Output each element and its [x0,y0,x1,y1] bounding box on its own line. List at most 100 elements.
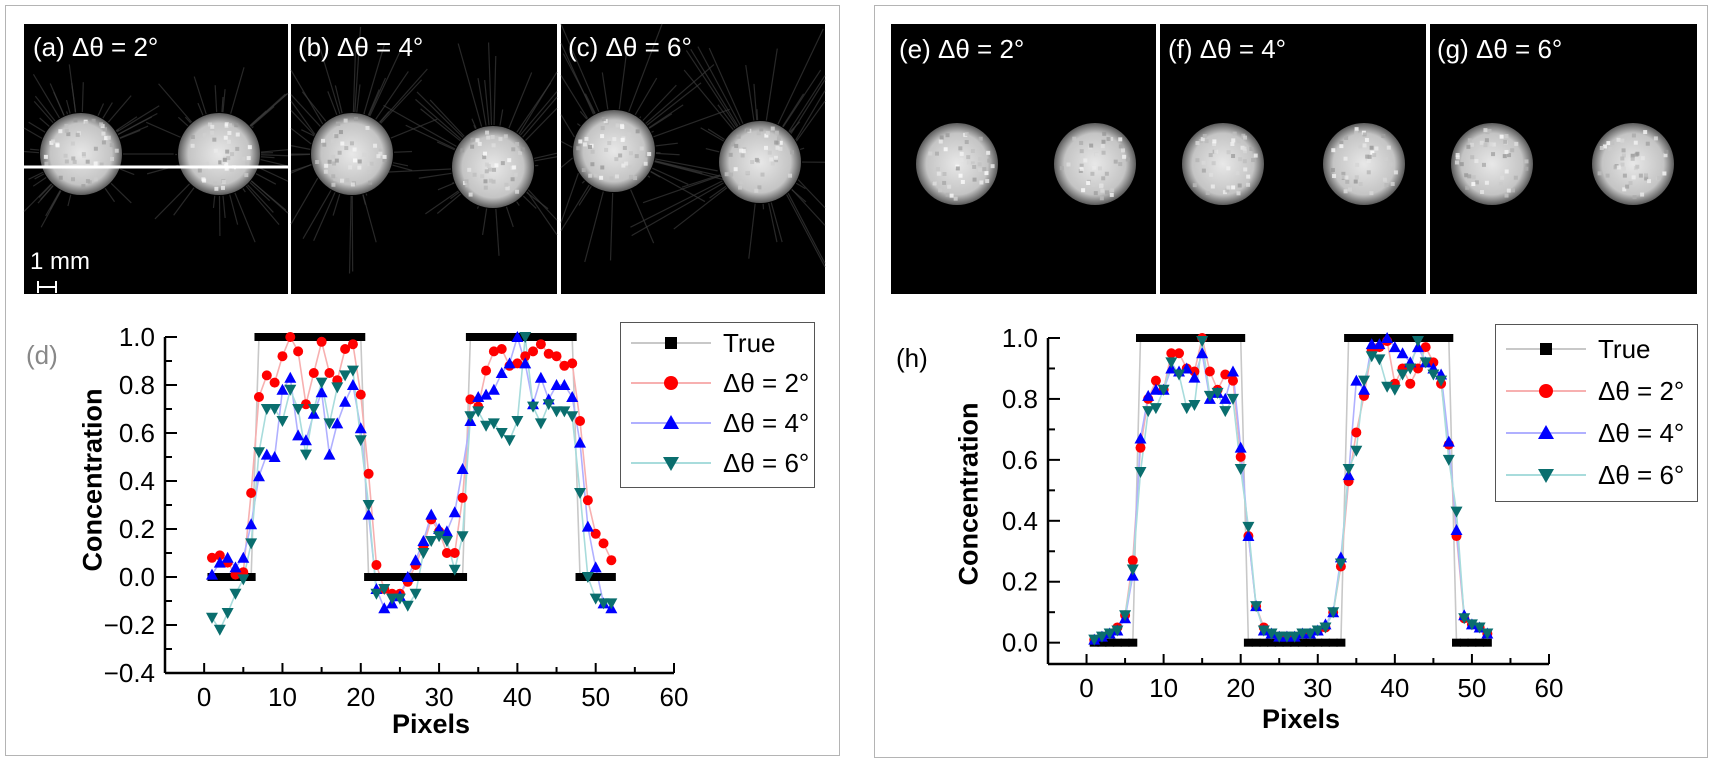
true-marker [1274,638,1284,647]
d4-marker [1242,530,1255,542]
speckle [467,167,472,172]
streak-artifact [499,109,504,126]
streak-artifact [639,116,642,119]
speckle [190,135,195,140]
speckle [213,181,218,186]
true-marker [1159,334,1169,342]
d6-marker [417,548,430,559]
speckle [460,148,465,153]
panel-label-a: (a) Δθ = 2° [33,32,159,62]
d6-marker [1242,521,1255,533]
speckle [1470,155,1475,160]
speckle [1499,134,1504,139]
true-marker [1421,334,1431,342]
streak-artifact [250,106,275,128]
speckle [1608,146,1613,151]
streak-artifact [756,109,759,121]
true-marker [262,333,272,341]
speckle [1485,130,1490,135]
d2-marker [567,358,578,369]
streak-artifact [214,85,218,113]
speckle [733,167,738,172]
speckle [731,142,736,147]
speckle [378,148,383,153]
speckle [337,150,342,155]
speckle [1232,131,1237,136]
d6-marker [393,593,406,605]
speckle [350,182,355,187]
d6-marker [1442,454,1455,466]
true-marker [301,333,311,341]
d6-marker [339,370,352,382]
speckle [505,186,510,191]
d2-marker [512,358,523,369]
d2-marker [535,339,546,350]
streak-artifact [748,203,756,259]
speckle [1605,173,1610,178]
legend-item-d2: Δθ = 2° [1496,371,1684,411]
streak-artifact [28,171,44,180]
speckle [1644,176,1649,181]
speckle [1358,144,1363,149]
speckle [85,179,90,184]
streak-artifact [116,105,160,133]
speckle [1616,165,1621,170]
true-marker [497,333,507,341]
speckle [612,137,617,142]
phantom-disc [916,123,998,205]
true-marker [1228,334,1238,342]
speckle [315,160,320,165]
d6-marker [1327,607,1340,619]
speckle [1212,141,1217,146]
speckle [581,168,586,173]
speckle [207,122,212,127]
d4-marker [456,463,469,474]
streak-artifact [38,183,53,198]
speckle [1480,190,1485,195]
streak-artifact [795,182,806,190]
true-marker [1259,638,1269,647]
legend-item-d2: Δθ = 2° [621,363,809,403]
streak-artifact [630,180,723,228]
speckle [1364,138,1369,143]
d6-marker [534,418,547,430]
speckle [588,173,593,178]
y-tick-label: 0.6 [1002,445,1038,475]
legend-item-true: True [1496,329,1651,369]
speckle [958,173,963,178]
speckle [1195,158,1200,163]
streak-artifact [777,28,824,125]
speckle [101,140,106,145]
speckle [618,153,623,158]
d2-marker [363,468,374,479]
d6-marker [1342,464,1355,476]
d6-marker [284,384,297,396]
speckle [1369,191,1374,196]
speckle [776,136,781,141]
speckle [1631,175,1636,180]
streak-artifact [65,99,71,114]
speckle [1466,144,1471,149]
speckle [367,162,372,167]
speckle [1630,153,1635,158]
speckle [778,140,783,145]
speckle [1246,182,1251,187]
legend-d: True Δθ = 2° Δθ = 4° Δθ = 6° [620,322,815,488]
speckle [352,147,357,152]
d6-marker [440,536,453,547]
streak-artifact [788,75,826,132]
d4-marker [574,436,587,448]
d4-marker [417,535,430,546]
speckle [368,180,373,185]
speckle [345,178,350,183]
true-marker [505,333,515,341]
streak-artifact [23,183,52,212]
streak-artifact [683,69,734,130]
y-axis-title-d: Concentration [77,388,108,572]
speckle [485,130,490,135]
x-axis-title-h: Pixels [1262,704,1341,734]
speckle [620,137,625,142]
streak-artifact [290,69,324,125]
speckle [1225,188,1230,193]
speckle [1192,183,1197,188]
